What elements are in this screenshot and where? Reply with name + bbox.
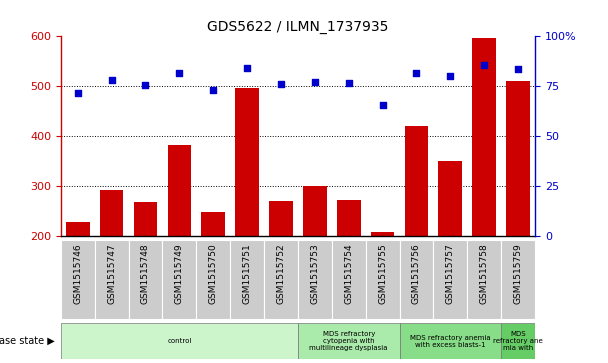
Text: MDS refractory
cytopenia with
multilineage dysplasia: MDS refractory cytopenia with multilinea…: [309, 331, 388, 351]
Point: [242, 65, 252, 71]
Text: GSM1515746: GSM1515746: [73, 244, 82, 304]
Point: [513, 66, 523, 72]
Text: GSM1515755: GSM1515755: [378, 244, 387, 304]
Point: [479, 62, 489, 68]
Bar: [95, 240, 128, 319]
Bar: [434, 240, 468, 319]
Point: [276, 81, 286, 87]
Text: GSM1515757: GSM1515757: [446, 244, 455, 304]
Bar: [230, 240, 264, 319]
Text: GSM1515747: GSM1515747: [107, 244, 116, 304]
Text: GSM1515754: GSM1515754: [344, 244, 353, 304]
Bar: [337, 200, 361, 236]
Text: MDS refractory anemia
with excess blasts-1: MDS refractory anemia with excess blasts…: [410, 335, 491, 348]
Text: control: control: [167, 338, 192, 344]
Bar: [298, 240, 332, 319]
Bar: [167, 144, 191, 236]
Point: [310, 79, 320, 85]
Bar: [264, 240, 298, 319]
Bar: [61, 323, 298, 359]
Bar: [472, 38, 496, 236]
Point: [344, 80, 354, 86]
Bar: [303, 185, 326, 236]
Bar: [399, 240, 434, 319]
Bar: [162, 240, 196, 319]
Bar: [134, 202, 157, 236]
Bar: [399, 323, 501, 359]
Bar: [196, 240, 230, 319]
Text: GSM1515749: GSM1515749: [175, 244, 184, 304]
Bar: [371, 232, 395, 236]
Text: GSM1515753: GSM1515753: [310, 244, 319, 304]
Bar: [298, 323, 399, 359]
Text: disease state ▶: disease state ▶: [0, 336, 55, 346]
Bar: [269, 201, 293, 236]
Bar: [365, 240, 399, 319]
Bar: [501, 240, 535, 319]
Text: GSM1515752: GSM1515752: [277, 244, 286, 304]
Point: [378, 102, 387, 107]
Bar: [201, 212, 225, 236]
Bar: [405, 126, 428, 236]
Bar: [438, 161, 462, 236]
Point: [174, 70, 184, 76]
Text: GSM1515750: GSM1515750: [209, 244, 218, 304]
Point: [446, 73, 455, 79]
Point: [412, 70, 421, 76]
Point: [73, 90, 83, 95]
Bar: [506, 81, 530, 236]
Bar: [128, 240, 162, 319]
Point: [209, 87, 218, 93]
Title: GDS5622 / ILMN_1737935: GDS5622 / ILMN_1737935: [207, 20, 389, 34]
Point: [140, 82, 150, 88]
Bar: [100, 190, 123, 236]
Text: GSM1515756: GSM1515756: [412, 244, 421, 304]
Point: [107, 77, 117, 83]
Bar: [235, 88, 259, 236]
Bar: [66, 222, 89, 236]
Bar: [501, 323, 535, 359]
Text: GSM1515748: GSM1515748: [141, 244, 150, 304]
Text: GSM1515758: GSM1515758: [480, 244, 489, 304]
Text: GSM1515759: GSM1515759: [514, 244, 523, 304]
Bar: [468, 240, 501, 319]
Bar: [61, 240, 95, 319]
Text: GSM1515751: GSM1515751: [243, 244, 252, 304]
Bar: [332, 240, 365, 319]
Text: MDS
refractory ane
mia with: MDS refractory ane mia with: [493, 331, 543, 351]
